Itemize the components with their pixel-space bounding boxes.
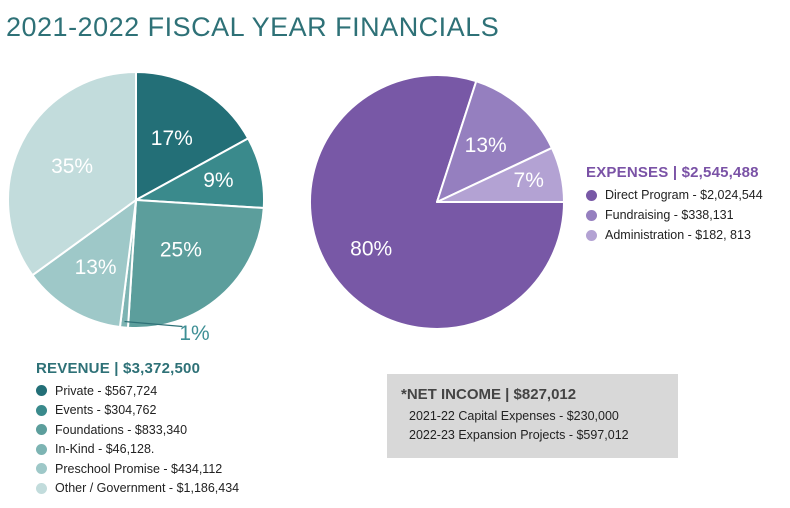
revenue-title: REVENUE | $3,372,500 xyxy=(36,360,201,377)
pie-slice xyxy=(135,71,250,201)
pie-slice xyxy=(436,146,565,203)
legend-item: Direct Program - $2,024,544 xyxy=(586,185,763,205)
legend-item: Other / Government - $1,186,434 xyxy=(36,479,239,499)
legend-label: Events - $304,762 xyxy=(55,403,157,418)
page-title: 2021-2022 FISCAL YEAR FINANCIALS xyxy=(6,12,500,42)
slice-label: 35% xyxy=(51,155,93,178)
pie-slice xyxy=(31,199,137,328)
expenses-pie-chart: 80% 13% 7% xyxy=(309,74,565,330)
legend-label: Fundraising - $338,131 xyxy=(605,208,734,222)
revenue-legend: REVENUE | $3,372,500 Private - $567,724 E… xyxy=(36,360,239,498)
legend-label: Other / Government - $1,186,434 xyxy=(55,481,240,496)
slice-label: 80% xyxy=(350,237,392,260)
legend-item: In-Kind - $46,128. xyxy=(36,440,239,460)
legend-label: In-Kind - $46,128. xyxy=(55,442,155,457)
legend-swatch xyxy=(36,424,47,436)
legend-item: Administration - $182, 813 xyxy=(586,225,763,245)
revenue-legend-list: Private - $567,724 Events - $304,762 Found… xyxy=(36,381,239,498)
expenses-legend-list: Direct Program - $2,024,544 Fundraising -… xyxy=(586,185,763,245)
legend-swatch xyxy=(586,209,597,221)
revenue-pie-chart: 17% 9% 25% 1% 13% 35% xyxy=(7,71,265,345)
expenses-title: EXPENSES | $2,545,488 xyxy=(586,164,759,181)
legend-item: Private - $567,724 xyxy=(36,381,239,401)
legend-label: Direct Program - $2,024,544 xyxy=(605,188,763,202)
expenses-legend: EXPENSES | $2,545,488 Direct Program - $… xyxy=(586,164,763,245)
pie-slice xyxy=(436,80,553,203)
slice-label: 1% xyxy=(179,322,209,345)
pie-slice xyxy=(7,71,137,277)
legend-swatch xyxy=(36,385,47,397)
pie-slice xyxy=(126,199,265,329)
legend-swatch xyxy=(36,482,47,494)
legend-label: Foundations - $833,340 xyxy=(55,422,188,437)
net-income-box: *NET INCOME | $827,012 2021-22 Capital E… xyxy=(387,374,678,458)
legend-swatch xyxy=(36,463,47,475)
legend-label: Administration - $182, 813 xyxy=(605,228,751,242)
legend-item: Fundraising - $338,131 xyxy=(586,205,763,225)
legend-item: Foundations - $833,340 xyxy=(36,420,239,440)
net-income-line: 2021-22 Capital Expenses - $230,000 xyxy=(409,409,619,423)
legend-label: Private - $567,724 xyxy=(55,383,158,398)
slice-label: 13% xyxy=(465,134,507,157)
legend-item: Preschool Promise - $434,112 xyxy=(36,459,239,479)
slice-leader-line xyxy=(124,320,183,328)
legend-swatch xyxy=(586,189,597,201)
slice-label: 25% xyxy=(160,238,202,261)
legend-swatch xyxy=(36,404,47,416)
slice-label: 17% xyxy=(151,127,193,150)
slice-label: 7% xyxy=(514,169,544,192)
legend-item: Events - $304,762 xyxy=(36,401,239,421)
legend-swatch xyxy=(586,229,597,241)
net-income-line: 2022-23 Expansion Projects - $597,012 xyxy=(409,428,629,442)
legend-swatch xyxy=(36,443,47,455)
net-income-title: *NET INCOME | $827,012 xyxy=(401,386,577,403)
slice-label: 13% xyxy=(75,256,117,279)
slice-label: 9% xyxy=(203,169,233,192)
legend-label: Preschool Promise - $434,112 xyxy=(55,461,223,476)
